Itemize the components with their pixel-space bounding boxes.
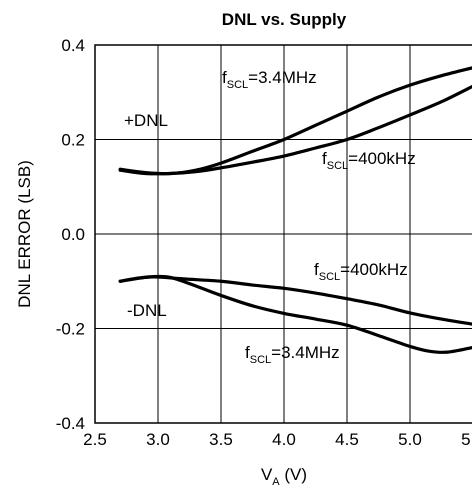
x-axis-label-tail: (V) — [280, 465, 307, 484]
annotation-pos-dnl: +DNL — [124, 111, 168, 130]
annotation-pos-400khz: fSCL=400kHz — [322, 149, 416, 172]
series-layer — [118, 66, 472, 354]
y-tick-label: 0.0 — [61, 225, 85, 244]
x-tick-label: 3.5 — [209, 430, 233, 449]
x-tick-label: 5.0 — [398, 430, 422, 449]
annotation-neg-3-4mhz: fSCL=3.4MHz — [245, 343, 340, 366]
x-tick-labels: 2.5 3.0 3.5 4.0 4.5 5.0 5.5 — [83, 430, 472, 449]
plot-frame — [94, 44, 472, 424]
y-tick-label: 0.2 — [61, 131, 85, 150]
chart-title: DNL vs. Supply — [222, 10, 347, 29]
x-tick-label: 2.5 — [83, 430, 107, 449]
y-tick-labels: -0.4 -0.2 0.0 0.2 0.4 — [56, 36, 85, 433]
x-tick-label: 4.0 — [272, 430, 296, 449]
series-line-pos-400k — [118, 84, 472, 176]
x-tick-label: 4.5 — [335, 430, 359, 449]
annotation-pos-3-4mhz: fSCL=3.4MHz — [222, 68, 317, 91]
y-tick-label: -0.4 — [56, 414, 85, 433]
y-tick-label: -0.2 — [56, 320, 85, 339]
annotation-neg-dnl: -DNL — [127, 301, 167, 320]
x-axis-label-sub: A — [272, 476, 280, 488]
grid — [94, 44, 472, 424]
x-axis-label: VA (V) — [261, 465, 307, 488]
y-axis-label: DNL ERROR (LSB) — [15, 160, 34, 308]
series-line-neg-3-4 — [118, 274, 472, 354]
annotation-neg-400khz: fSCL=400kHz — [314, 260, 408, 283]
x-tick-label: 3.0 — [146, 430, 170, 449]
y-tick-label: 0.4 — [61, 36, 85, 55]
x-axis-label-main: V — [261, 465, 273, 484]
x-tick-label: 5.5 — [461, 430, 472, 449]
